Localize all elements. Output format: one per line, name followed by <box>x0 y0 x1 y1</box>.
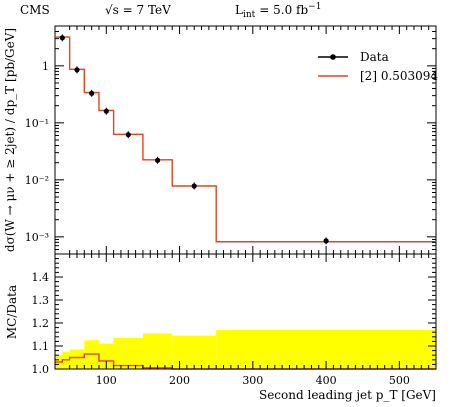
legend-mc-label: [2] 0.503094 <box>360 69 438 83</box>
y-tick-label: 10⁻¹ <box>25 117 49 130</box>
main-x-ticks <box>69 26 430 254</box>
x-tick-label: 200 <box>169 374 190 387</box>
uncertainty-band-bin <box>69 349 85 369</box>
data-point <box>125 132 131 138</box>
ratio-y-tick-label: 1.3 <box>32 294 50 307</box>
uncertainty-band <box>55 329 436 369</box>
luminosity-label: Lint = 5.0 fb−1 <box>235 2 321 20</box>
legend-data-label: Data <box>360 50 389 64</box>
data-point <box>103 108 109 114</box>
x-axis-label: Second leading jet p_T [GeV] <box>259 388 436 402</box>
mc-histogram-line <box>55 36 436 243</box>
ratio-y-ticks: 1.0 1.1 1.2 1.3 1.4 <box>32 258 436 376</box>
data-point <box>154 157 161 163</box>
ratio-panel: 1.01.11.21.31.4 100 200 300 400 500 MC/Data … <box>5 253 437 402</box>
ratio-y-tick-label: 1.1 <box>32 340 50 353</box>
data-point <box>89 90 95 96</box>
data-point <box>59 35 65 41</box>
main-y-axis-label: dσ(W → μν + ≥ 2jet) / dp_T [pb/GeV] <box>3 28 17 252</box>
y-tick-label: 10⁻³ <box>25 231 49 244</box>
x-tick-label: 100 <box>96 374 117 387</box>
uncertainty-band-bin <box>98 343 114 369</box>
energy-label: √s = 7 TeV <box>105 3 171 17</box>
data-points <box>59 34 329 245</box>
ratio-y-tick-label: 1.0 <box>32 363 50 376</box>
uncertainty-band-bin <box>113 337 143 369</box>
legend: Data [2] 0.503094 <box>318 50 438 83</box>
y-tick-label: 10⁻² <box>25 174 49 187</box>
data-point <box>191 183 197 189</box>
ratio-x-ticks: 100 200 300 400 500 <box>69 254 430 387</box>
legend-data-marker <box>330 54 336 60</box>
ratio-y-tick-label: 1.4 <box>32 271 50 284</box>
x-tick-label: 400 <box>316 374 337 387</box>
main-panel: 10⁻³ 10⁻² 10⁻¹ 1 dσ(W → μν + ≥ 2jet) / dp_T… <box>3 25 438 255</box>
y-tick-label: 1 <box>42 60 49 73</box>
experiment-label: CMS <box>20 3 50 17</box>
ratio-y-tick-label: 1.2 <box>32 317 50 330</box>
x-tick-label: 300 <box>242 374 263 387</box>
data-point <box>323 238 329 244</box>
data-point <box>74 67 80 73</box>
uncertainty-band-bin <box>142 333 173 369</box>
uncertainty-band-bin <box>172 335 217 369</box>
ratio-y-axis-label: MC/Data <box>5 285 19 339</box>
mc-histogram <box>55 36 436 243</box>
x-tick-label: 500 <box>389 374 410 387</box>
